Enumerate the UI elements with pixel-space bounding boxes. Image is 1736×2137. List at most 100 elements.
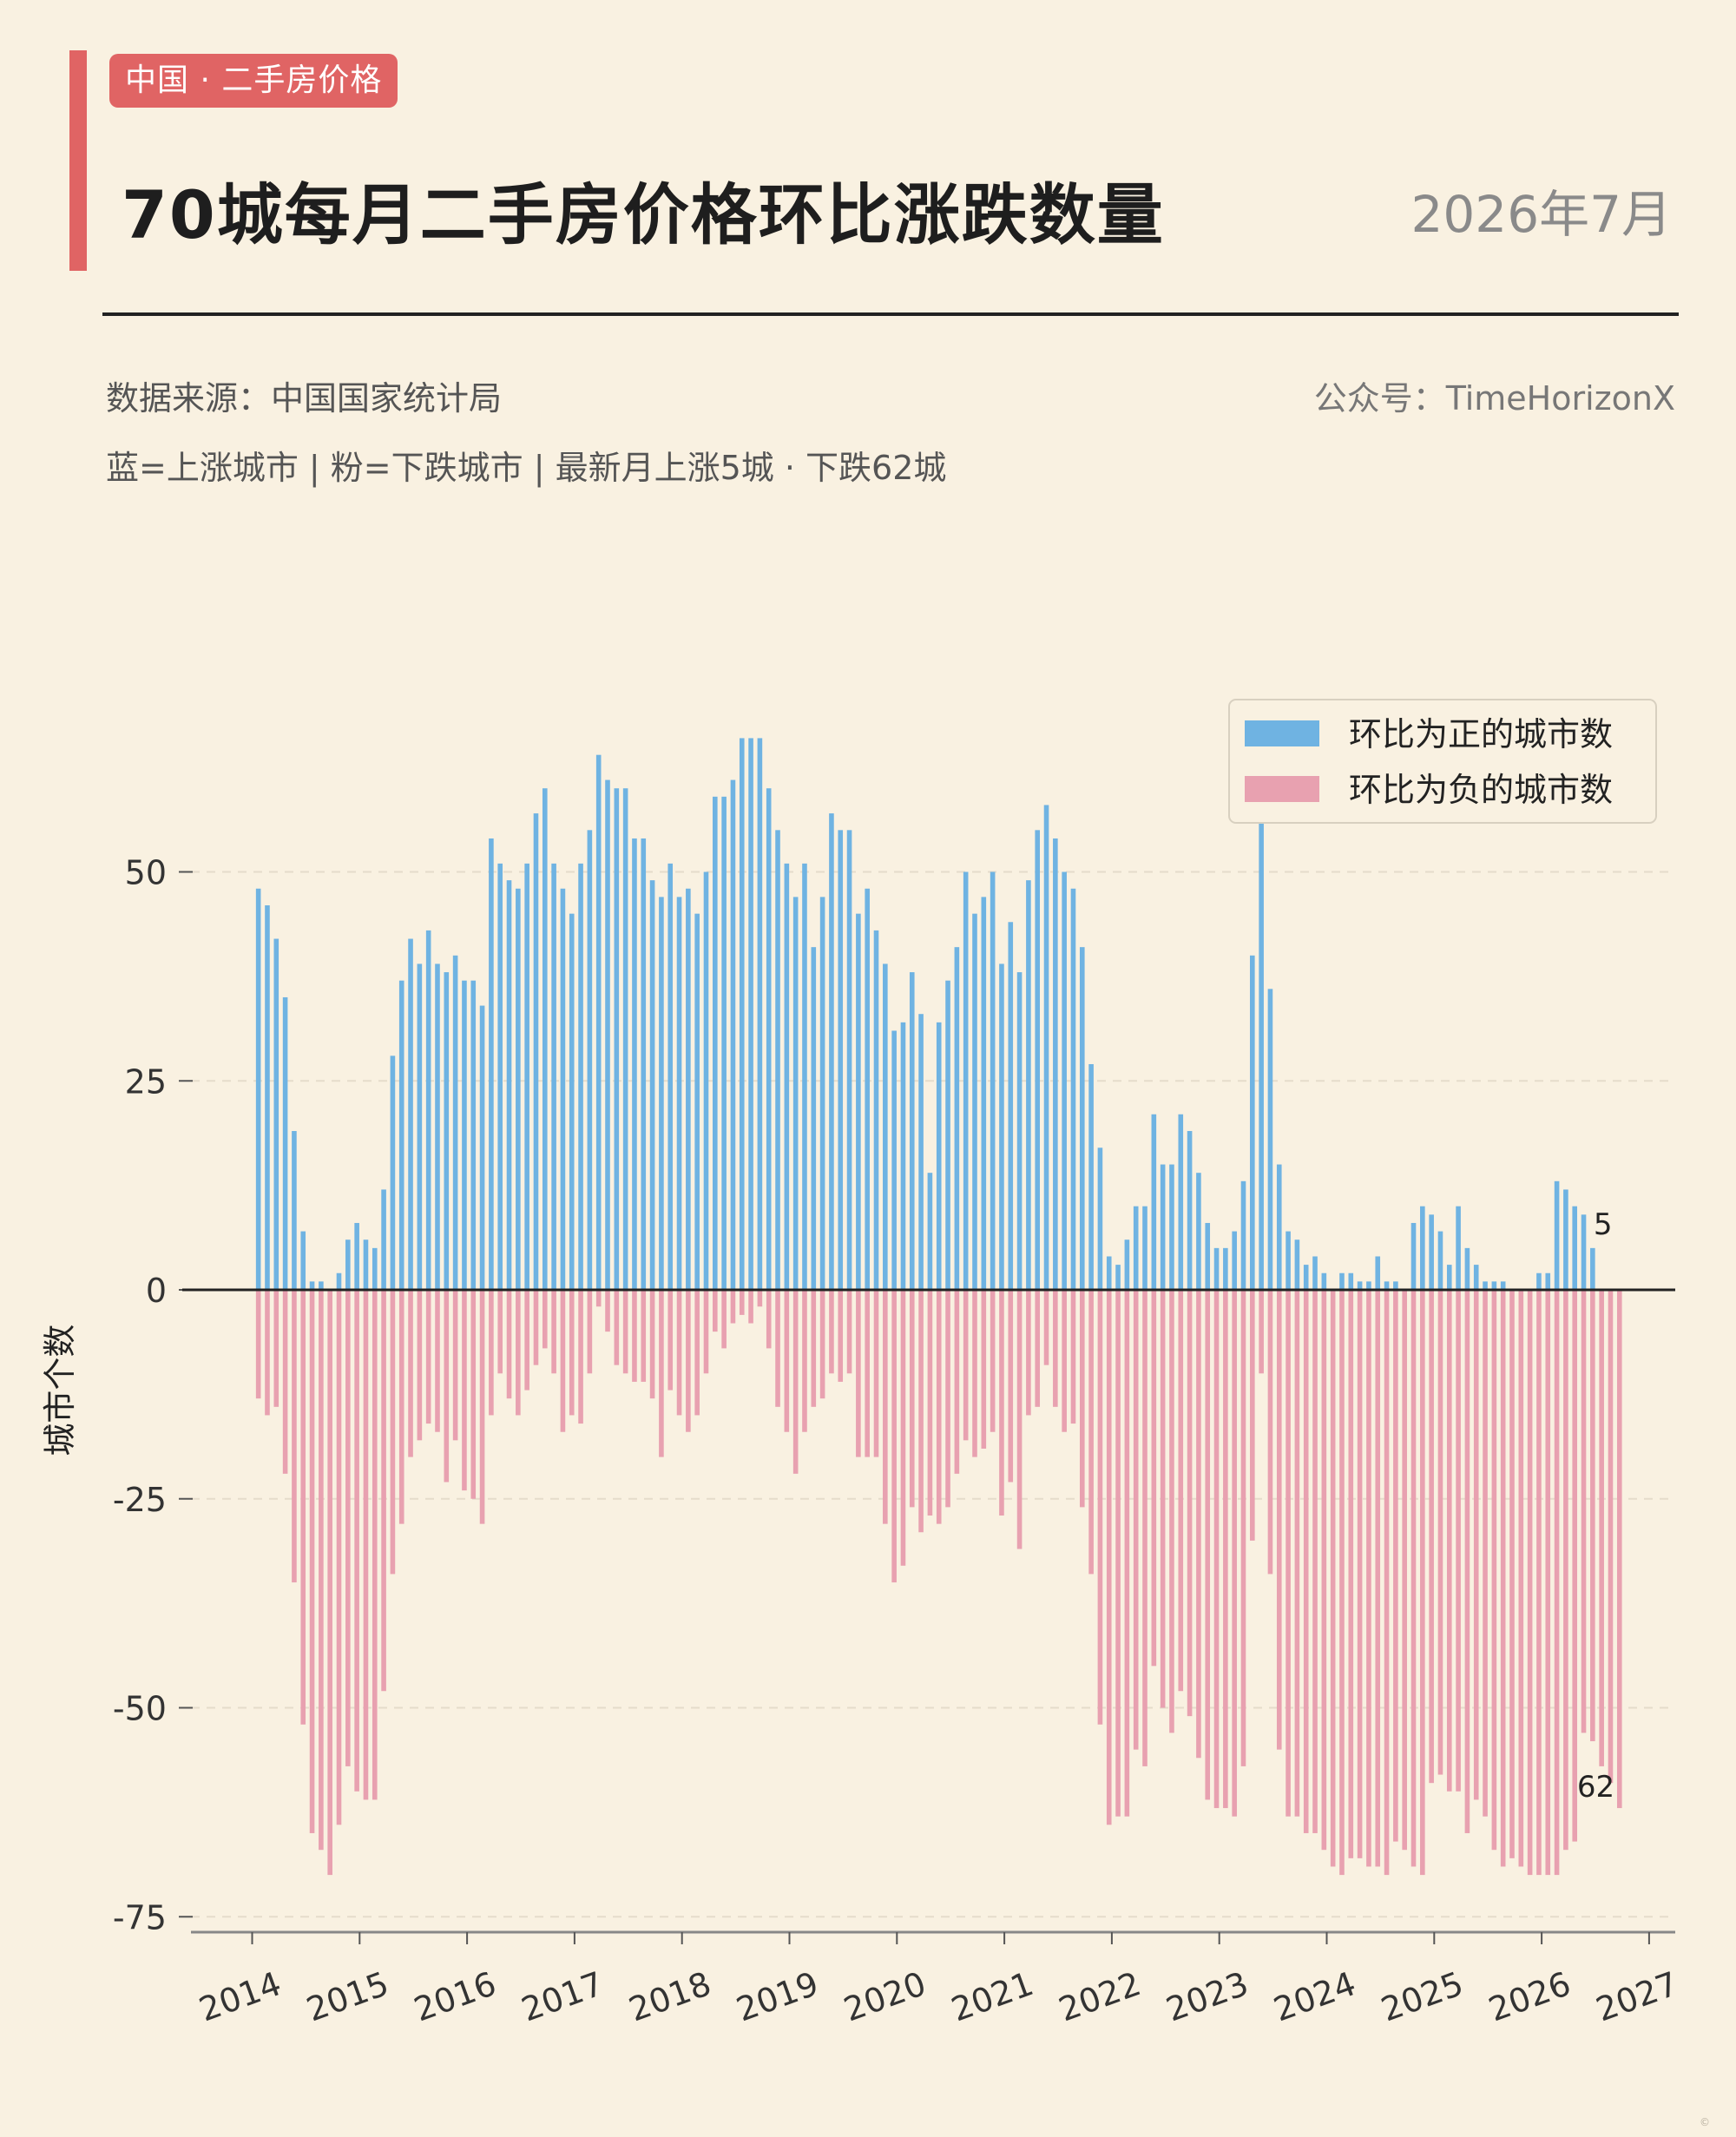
bar-down xyxy=(730,1290,736,1324)
bar-down xyxy=(641,1290,647,1382)
bar-down xyxy=(649,1290,655,1399)
bar-up xyxy=(1420,1206,1425,1290)
bar-up xyxy=(363,1239,369,1290)
bar-down xyxy=(1223,1290,1228,1809)
bar-down xyxy=(1115,1290,1121,1817)
x-tick-label: 2019 xyxy=(732,1964,824,2029)
bar-down xyxy=(542,1290,548,1349)
bar-up xyxy=(1223,1247,1228,1290)
bar-down xyxy=(1053,1290,1058,1407)
bar-up xyxy=(273,938,279,1290)
bar-up xyxy=(417,963,423,1290)
bar-up xyxy=(578,863,583,1290)
bar-down xyxy=(981,1290,987,1449)
bar-up xyxy=(614,788,620,1290)
y-tick-label: -75 xyxy=(113,1898,167,1936)
bar-down xyxy=(802,1290,807,1432)
bar-down xyxy=(990,1290,996,1432)
bar-up xyxy=(1043,805,1049,1290)
bar-down xyxy=(757,1290,763,1307)
bar-down xyxy=(1563,1290,1568,1851)
bar-down xyxy=(748,1290,753,1324)
x-tick-label: 2014 xyxy=(194,1964,286,2029)
bar-up xyxy=(775,830,780,1290)
end-label-up: 5 xyxy=(1594,1207,1613,1242)
bar-up xyxy=(865,888,870,1290)
bar-up xyxy=(506,880,512,1290)
bar-up xyxy=(1483,1281,1488,1290)
bar-up xyxy=(1554,1180,1560,1290)
bar-down xyxy=(659,1290,664,1457)
bar-up xyxy=(999,963,1004,1290)
bar-up xyxy=(1384,1281,1390,1290)
bar-down xyxy=(1213,1290,1220,1809)
bar-down xyxy=(1420,1290,1425,1876)
bar-up xyxy=(1053,838,1058,1290)
bar-down xyxy=(497,1290,503,1374)
bar-down xyxy=(1160,1290,1166,1708)
bar-down xyxy=(560,1290,566,1432)
bar-up xyxy=(1357,1281,1363,1290)
bar-up xyxy=(730,779,736,1290)
legend-label: 环比为负的城市数 xyxy=(1349,771,1613,809)
bar-up xyxy=(641,838,647,1290)
bar-down xyxy=(1250,1290,1255,1541)
bar-down xyxy=(1366,1290,1371,1867)
bar-down xyxy=(1026,1290,1031,1416)
bar-down xyxy=(900,1290,906,1566)
data-source: 数据来源：中国国家统计局 xyxy=(106,379,503,418)
bar-up xyxy=(757,738,763,1290)
bar-up xyxy=(883,963,888,1290)
legend-note: 蓝=上涨城市 | 粉=下跌城市 | 最新月上涨5城 · 下跌62城 xyxy=(106,449,947,487)
bar-down xyxy=(686,1290,691,1432)
bar-down xyxy=(721,1290,727,1349)
bar-down xyxy=(282,1290,288,1474)
x-tick-label: 2015 xyxy=(301,1964,393,2029)
x-tick-label: 2016 xyxy=(409,1964,501,2029)
bar-up xyxy=(336,1272,342,1290)
bar-down xyxy=(452,1290,458,1441)
x-tick-label: 2025 xyxy=(1376,1964,1468,2029)
bar-up xyxy=(551,863,556,1290)
x-tick-label: 2024 xyxy=(1269,1964,1361,2029)
bar-down xyxy=(856,1290,861,1457)
bar-down xyxy=(1491,1290,1497,1851)
bar-up xyxy=(1581,1214,1587,1290)
legend-swatch xyxy=(1245,776,1319,802)
bar-down xyxy=(292,1290,297,1583)
accent-bar xyxy=(69,50,87,271)
bar-down xyxy=(945,1290,950,1508)
bar-up xyxy=(936,1022,942,1290)
bar-down xyxy=(1437,1290,1443,1775)
bar-up xyxy=(1240,1180,1246,1290)
bar-down xyxy=(909,1290,915,1508)
bar-up xyxy=(766,788,772,1290)
bar-down xyxy=(1616,1290,1622,1809)
bar-down xyxy=(587,1290,593,1374)
bar-down xyxy=(1402,1290,1407,1851)
bar-up xyxy=(1026,880,1031,1290)
bar-up xyxy=(1456,1206,1461,1290)
bar-up xyxy=(345,1239,351,1290)
legend-label: 环比为正的城市数 xyxy=(1349,715,1613,753)
x-tick-label: 2018 xyxy=(624,1964,716,2029)
bar-up xyxy=(739,738,745,1290)
bar-down xyxy=(838,1290,844,1382)
bar-down xyxy=(1473,1290,1479,1800)
bar-up xyxy=(1590,1247,1595,1290)
bar-down xyxy=(713,1290,718,1332)
bar-up xyxy=(1464,1247,1470,1290)
bar-up xyxy=(1169,1164,1174,1290)
bar-up xyxy=(462,980,467,1290)
bar-down xyxy=(516,1290,521,1416)
bar-down xyxy=(1035,1290,1041,1407)
bar-down xyxy=(417,1290,423,1441)
bar-up xyxy=(918,1014,924,1290)
bar-up xyxy=(1232,1231,1237,1290)
bar-up xyxy=(703,871,709,1290)
bar-down xyxy=(1330,1290,1336,1867)
bar-down xyxy=(1070,1290,1076,1424)
bar-down xyxy=(1518,1290,1524,1867)
bar-down xyxy=(1599,1290,1604,1766)
bar-down xyxy=(1456,1290,1461,1792)
